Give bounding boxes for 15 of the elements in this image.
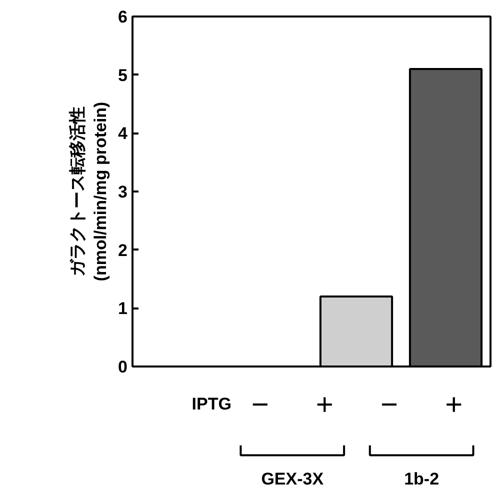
text: 1b-2 xyxy=(404,469,440,488)
y-axis-title: ガラクトース転移活性 (nmol/min/mg protein) xyxy=(68,102,110,282)
y-tick-label: 0 xyxy=(118,358,128,376)
y-tick-label: 3 xyxy=(118,182,128,202)
y-tick-label: 2 xyxy=(118,240,128,260)
x-tick-label: − xyxy=(251,388,269,422)
y-tick-label: 1 xyxy=(118,299,128,318)
y-tick-label: 6 xyxy=(118,8,128,26)
x-tick-label: + xyxy=(316,388,334,422)
x-tick-label: − xyxy=(380,388,398,422)
y-tick-label: 4 xyxy=(118,124,128,144)
x-tick-label: + xyxy=(445,388,463,422)
y-tick-label: 5 xyxy=(118,66,128,85)
text: GEX-3X xyxy=(261,469,324,488)
text: IPTG xyxy=(192,394,232,414)
